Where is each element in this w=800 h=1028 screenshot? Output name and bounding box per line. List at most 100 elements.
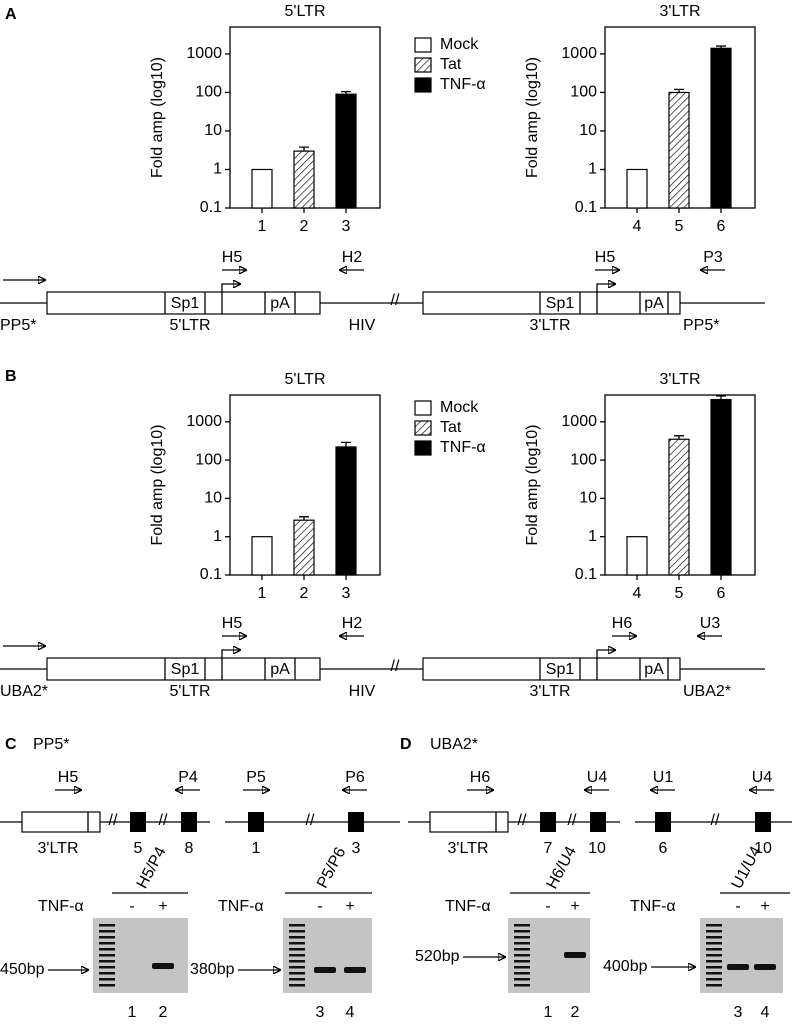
y-axis-label: Fold amp (log10) <box>524 425 541 546</box>
size-marker: 520bp <box>415 948 460 965</box>
element-label: Sp1 <box>546 295 575 312</box>
y-tick-label: 0.1 <box>575 199 597 216</box>
ladder-band <box>99 960 115 963</box>
gene-label: 3 <box>352 840 361 857</box>
lane-number: 4 <box>761 1004 770 1021</box>
exon <box>130 812 146 832</box>
x-tick-label: 1 <box>258 585 267 602</box>
legend-label: Tat <box>440 419 462 436</box>
error-bar <box>341 441 351 447</box>
error-bar <box>716 395 726 400</box>
ladder-band <box>289 948 305 951</box>
primer-pair: U1/U4 <box>729 844 765 892</box>
pcr-band <box>152 963 174 969</box>
legend-swatch <box>414 440 432 456</box>
ladder-band <box>289 960 305 963</box>
break-mark: // <box>391 292 400 309</box>
condition-label: - <box>735 898 740 915</box>
x-tick-label: 1 <box>258 218 267 235</box>
ladder-band <box>99 978 115 981</box>
chart-title: 3'LTR <box>660 371 701 388</box>
pcr-band <box>344 967 366 973</box>
legend-swatch <box>414 37 432 53</box>
y-tick-label: 0.1 <box>575 566 597 583</box>
map-label: 3'LTR <box>530 317 571 334</box>
element-label: pA <box>644 661 664 678</box>
exon <box>655 812 671 832</box>
primer-label: H6 <box>470 769 491 786</box>
gene-label: 1 <box>252 840 261 857</box>
primer-label: H5 <box>58 769 79 786</box>
ltr-box <box>46 291 321 315</box>
bar <box>251 168 273 209</box>
map-label: PP5* <box>683 317 719 334</box>
ladder-band <box>514 978 530 981</box>
ladder-band <box>706 936 722 939</box>
bar <box>251 536 273 576</box>
map-label: 3'LTR <box>530 683 571 700</box>
x-tick-label: 3 <box>342 218 351 235</box>
primer-label: H2 <box>342 249 363 266</box>
condition-label: - <box>129 898 134 915</box>
exon <box>248 812 264 832</box>
y-tick-label: 0.1 <box>200 199 222 216</box>
ltr-box <box>21 811 101 833</box>
gene-label: 6 <box>659 840 668 857</box>
ladder-band <box>706 966 722 969</box>
primer-label: H2 <box>342 615 363 632</box>
legend-label: Mock <box>440 36 479 53</box>
map-label: HIV <box>349 683 376 700</box>
element-label: pA <box>270 661 290 678</box>
tss-arrow <box>221 284 240 292</box>
map-label: UBA2* <box>683 683 731 700</box>
condition-label: + <box>345 898 354 915</box>
x-tick-label: 4 <box>633 218 642 235</box>
y-tick-label: 10 <box>204 122 222 139</box>
lane-number: 4 <box>346 1004 355 1021</box>
break-mark: // <box>306 812 315 829</box>
tss-arrow <box>596 650 615 658</box>
y-tick-label: 1000 <box>186 413 222 430</box>
bar <box>668 91 690 209</box>
gene-label: 10 <box>588 840 606 857</box>
y-tick-label: 100 <box>570 84 597 101</box>
element-label: Sp1 <box>546 661 575 678</box>
y-tick-label: 1000 <box>561 45 597 62</box>
ladder-band <box>706 978 722 981</box>
y-tick-label: 10 <box>579 122 597 139</box>
size-marker: 400bp <box>603 958 648 975</box>
ltr-box <box>422 657 681 681</box>
bar <box>668 438 690 576</box>
x-tick-label: 2 <box>300 218 309 235</box>
y-tick-label: 10 <box>204 490 222 507</box>
pcr-band <box>564 952 586 958</box>
chart-title: 5'LTR <box>285 3 326 20</box>
pcr-band <box>314 967 336 973</box>
error-bar <box>674 88 684 93</box>
y-tick-label: 100 <box>195 451 222 468</box>
bar <box>710 47 732 209</box>
ladder-band <box>706 972 722 975</box>
legend-swatch <box>414 77 432 93</box>
break-mark: // <box>159 812 168 829</box>
panel-label: A <box>5 6 17 23</box>
exon <box>590 812 606 832</box>
y-axis-label: Fold amp (log10) <box>149 425 166 546</box>
lane-number: 2 <box>571 1004 580 1021</box>
legend-swatch <box>414 57 432 73</box>
y-tick-label: 100 <box>570 451 597 468</box>
y-tick-label: 10 <box>579 490 597 507</box>
primer-label: P3 <box>703 249 723 266</box>
ladder-band <box>289 966 305 969</box>
ladder-band <box>514 954 530 957</box>
bar <box>710 398 732 576</box>
error-bar <box>299 146 309 152</box>
ladder-band <box>289 936 305 939</box>
primer-pair: P5/P6 <box>314 845 350 892</box>
primer-label: U1 <box>653 769 674 786</box>
ladder-band <box>289 984 305 987</box>
break-mark: // <box>391 658 400 675</box>
panel-label: C <box>5 736 17 753</box>
map-label: HIV <box>349 317 376 334</box>
ladder-band <box>514 942 530 945</box>
